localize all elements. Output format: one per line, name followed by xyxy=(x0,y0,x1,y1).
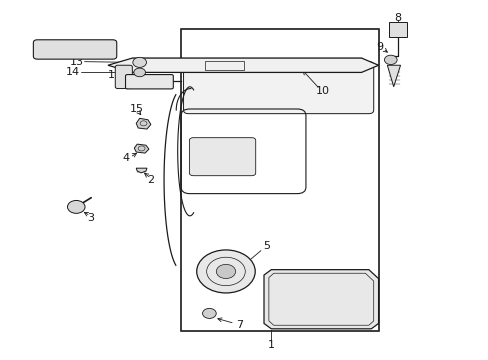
Circle shape xyxy=(134,68,145,77)
FancyBboxPatch shape xyxy=(115,65,132,89)
Polygon shape xyxy=(108,58,378,72)
Polygon shape xyxy=(134,144,149,153)
Circle shape xyxy=(384,55,396,64)
Text: 15: 15 xyxy=(130,104,144,114)
Polygon shape xyxy=(264,270,378,329)
Text: 5: 5 xyxy=(263,241,269,251)
Text: 13: 13 xyxy=(69,57,83,67)
Text: 11: 11 xyxy=(107,70,122,80)
Text: 14: 14 xyxy=(65,67,80,77)
Bar xyxy=(205,61,244,69)
Circle shape xyxy=(133,57,146,67)
Text: 10: 10 xyxy=(315,86,329,96)
FancyBboxPatch shape xyxy=(33,40,117,59)
Circle shape xyxy=(196,250,255,293)
Text: 4: 4 xyxy=(122,153,130,163)
Polygon shape xyxy=(136,118,151,129)
Polygon shape xyxy=(386,65,400,87)
Bar xyxy=(388,22,406,37)
Circle shape xyxy=(202,309,216,319)
Text: 7: 7 xyxy=(236,320,243,330)
Text: 6: 6 xyxy=(338,277,345,287)
Circle shape xyxy=(216,264,235,279)
Text: 2: 2 xyxy=(147,175,154,185)
Text: 1: 1 xyxy=(267,340,274,350)
Text: 3: 3 xyxy=(87,213,94,222)
FancyBboxPatch shape xyxy=(189,138,255,176)
Text: 12: 12 xyxy=(33,41,47,51)
FancyBboxPatch shape xyxy=(125,75,173,89)
Text: 9: 9 xyxy=(376,42,383,51)
FancyBboxPatch shape xyxy=(183,62,373,114)
Circle shape xyxy=(67,201,85,213)
Polygon shape xyxy=(136,168,147,173)
Text: 8: 8 xyxy=(394,13,401,23)
Bar xyxy=(181,30,378,330)
